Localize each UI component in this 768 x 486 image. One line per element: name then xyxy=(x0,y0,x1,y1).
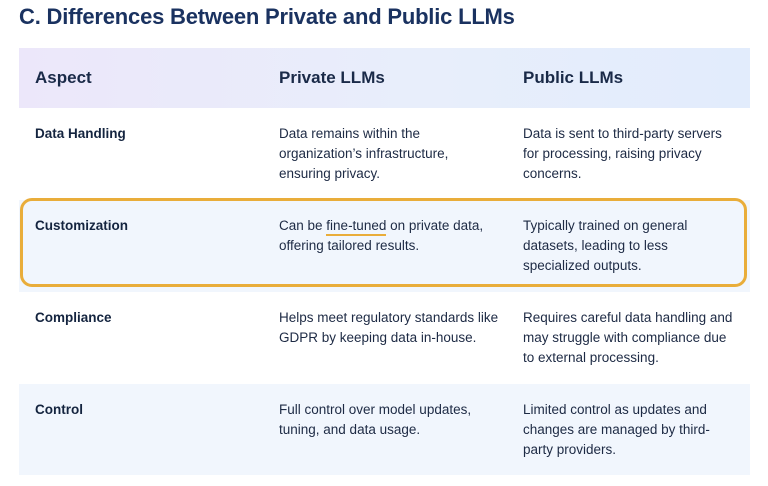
fine-tuned-underlined-term: fine-tuned xyxy=(326,217,387,236)
row-public-text: Requires careful data handling and may s… xyxy=(523,310,733,365)
column-header-public-llms: Public LLMs xyxy=(523,68,624,87)
row-public-text: Typically trained on general datasets, l… xyxy=(523,218,688,273)
table-row-customization: Customization Can be fine-tuned on priva… xyxy=(19,200,750,292)
private-text-pre: Can be xyxy=(279,218,327,233)
comparison-table: Aspect Private LLMs Public LLMs Data Han… xyxy=(19,48,750,475)
row-aspect-label: Compliance xyxy=(35,310,112,325)
row-private-text: Data remains within the organization’s i… xyxy=(279,126,449,181)
column-header-private-llms: Private LLMs xyxy=(279,68,385,87)
table-row-control: Control Full control over model updates,… xyxy=(19,384,750,475)
row-private-text: Helps meet regulatory standards like GDP… xyxy=(279,310,499,345)
table-row-data-handling: Data Handling Data remains within the or… xyxy=(19,108,750,200)
row-aspect-label: Control xyxy=(35,402,83,417)
private-text-post: on private data, offering tailored resul… xyxy=(279,218,484,253)
page-title: C. Differences Between Private and Publi… xyxy=(19,4,515,29)
row-private-text: Full control over model updates, tuning,… xyxy=(279,402,472,437)
row-aspect-label: Customization xyxy=(35,218,128,233)
row-public-text: Data is sent to third-party servers for … xyxy=(523,126,722,181)
row-private-text: Can be fine-tuned on private data, offer… xyxy=(279,216,499,256)
column-header-aspect: Aspect xyxy=(35,68,92,87)
table-row-compliance: Compliance Helps meet regulatory standar… xyxy=(19,292,750,384)
row-aspect-label: Data Handling xyxy=(35,126,126,141)
row-public-text: Limited control as updates and changes a… xyxy=(523,402,710,457)
table-header: Aspect Private LLMs Public LLMs xyxy=(19,48,750,108)
